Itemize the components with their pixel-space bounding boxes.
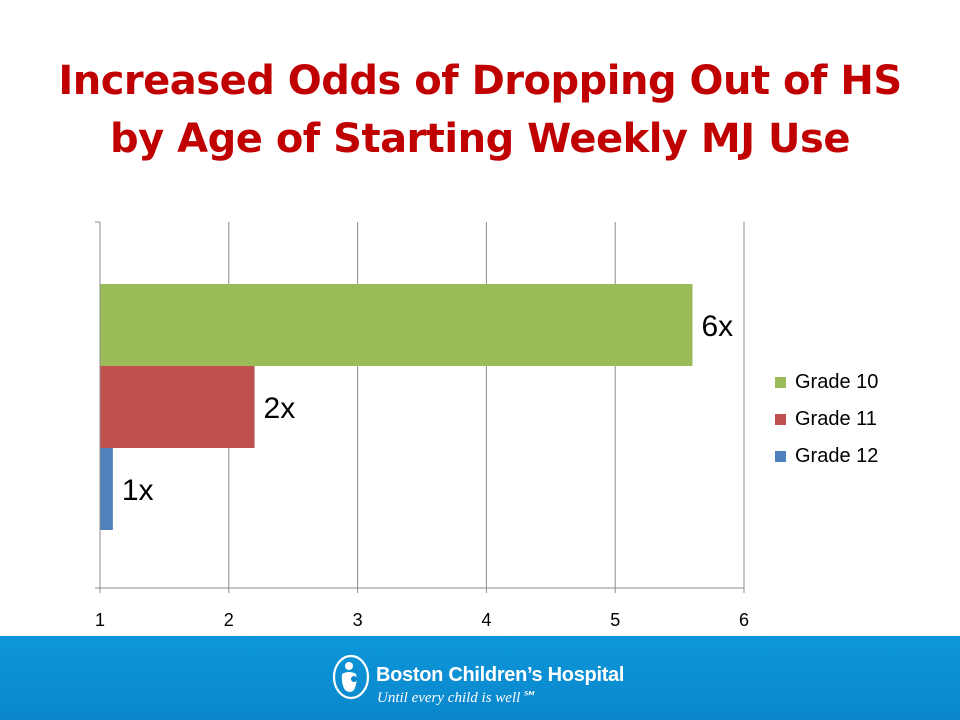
hospital-name: Boston Children’s Hospital — [376, 664, 625, 686]
slide-title: Increased Odds of Dropping Out of HS by … — [0, 52, 960, 168]
title-line-2: by Age of Starting Weekly MJ Use — [110, 116, 850, 162]
bar-grade-11 — [100, 366, 255, 448]
x-tick-label-6: 6 — [739, 610, 749, 630]
legend-label-grade-10: Grade 10 — [795, 371, 878, 393]
bar-grade-10 — [100, 284, 693, 366]
bar-grade-12 — [100, 448, 113, 530]
legend-swatch-grade-10 — [775, 377, 786, 388]
axes — [95, 221, 745, 593]
legend-swatch-grade-11 — [775, 414, 786, 425]
footer-bar — [0, 636, 960, 720]
legend: Grade 10 Grade 11 Grade 12 — [775, 371, 878, 467]
title-line-1: Increased Odds of Dropping Out of HS — [58, 58, 902, 104]
x-tick-labels: 1 2 3 4 5 6 — [95, 610, 749, 630]
bars — [100, 284, 693, 530]
legend-label-grade-12: Grade 12 — [795, 445, 878, 467]
data-labels: 6x 2x 1x — [122, 310, 733, 507]
x-tick-label-3: 3 — [353, 610, 363, 630]
x-tick-label-4: 4 — [481, 610, 491, 630]
legend-label-grade-11: Grade 11 — [795, 408, 877, 430]
x-tick-label-2: 2 — [224, 610, 234, 630]
data-label-grade-10: 6x — [701, 310, 733, 343]
bar-chart: 6x 2x 1x 1 2 3 4 5 6 Grade 10 Grade 11 Grade 12 — [95, 221, 878, 630]
grid-lines — [228, 222, 745, 588]
data-label-grade-11: 2x — [264, 392, 296, 425]
x-tick-label-5: 5 — [610, 610, 620, 630]
x-tick-label-1: 1 — [95, 610, 105, 630]
legend-swatch-grade-12 — [775, 451, 786, 462]
hospital-logo-icon — [332, 654, 370, 700]
data-label-grade-12: 1x — [122, 474, 154, 507]
hospital-tagline: Until every child is well℠ — [377, 690, 536, 706]
